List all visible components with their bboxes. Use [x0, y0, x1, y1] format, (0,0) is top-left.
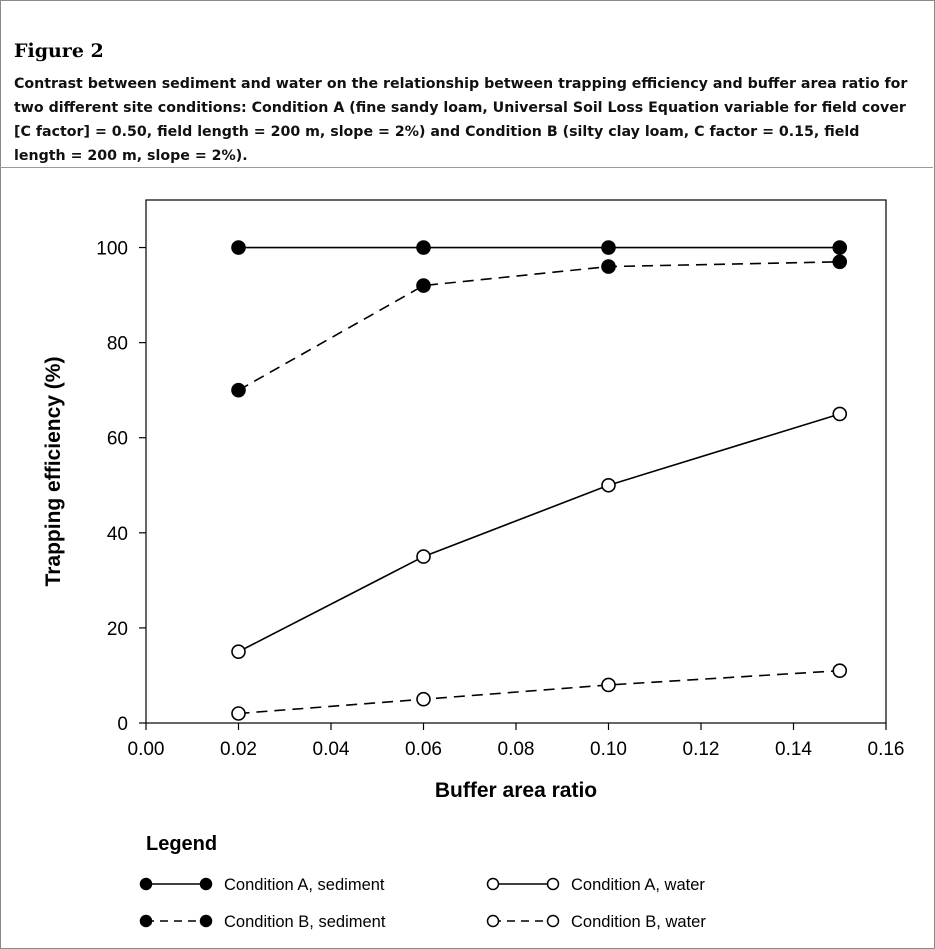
y-tick-label: 20: [107, 619, 128, 640]
data-point-condition-b-sediment: [416, 278, 431, 293]
figure-caption: Contrast between sediment and water on t…: [14, 76, 908, 164]
chart-legend: Condition A, sediment Condition B, sedime…: [139, 876, 706, 931]
legend-marker-condition-a-water: [486, 877, 500, 891]
x-tick-label: 0.02: [220, 739, 257, 760]
x-tick-label: 0.04: [313, 739, 350, 760]
legend-label-condition-b-sediment: Condition B, sediment: [224, 913, 386, 931]
y-axis-title: Trapping efficiency (%): [42, 357, 65, 587]
data-point-condition-a-sediment: [231, 240, 246, 255]
series-line-condition-b-water: [238, 669, 840, 715]
data-point-condition-b-water: [416, 691, 431, 707]
chart-data-points: [231, 240, 848, 721]
legend-marker-condition-a-water: [546, 877, 560, 891]
y-tick-label: 100: [96, 239, 128, 260]
x-tick-label: 0.14: [775, 739, 812, 760]
legend-marker-condition-a-sediment: [199, 877, 213, 891]
figure-title: Figure 2: [14, 40, 104, 62]
x-axis-title: Buffer area ratio: [435, 779, 597, 802]
x-tick-label: 0.08: [498, 739, 535, 760]
y-tick-label: 80: [107, 334, 128, 355]
legend-marker-condition-b-sediment: [139, 914, 153, 928]
chart-axes: 0.00 0.02 0.04 0.06 0.08 0.10 0.12 0.14 0.16 0 20 4…: [96, 199, 905, 760]
data-point-condition-b-sediment: [231, 382, 246, 398]
data-point-condition-a-sediment: [601, 240, 616, 255]
legend-title: Legend: [146, 833, 218, 855]
x-tick-label: 0.10: [590, 739, 627, 760]
plot-border: [145, 199, 887, 724]
series-line-condition-b-sediment: [238, 261, 840, 391]
data-point-condition-a-water: [231, 644, 246, 659]
legend-label-condition-a-sediment: Condition A, sediment: [224, 876, 385, 894]
legend-label-condition-a-water: Condition A, water: [571, 876, 705, 894]
data-point-condition-b-water: [231, 706, 246, 721]
legend-marker-condition-b-water: [546, 914, 560, 928]
data-point-condition-b-water: [832, 663, 848, 679]
data-point-condition-a-sediment: [832, 240, 848, 255]
data-point-condition-a-water: [601, 477, 616, 493]
caption-divider: [0, 167, 933, 168]
data-point-condition-a-water: [832, 406, 848, 422]
data-point-condition-b-sediment: [832, 254, 848, 270]
chart-series-lines: [238, 246, 840, 715]
y-tick-label: 40: [107, 524, 128, 545]
y-tick-label: 0: [117, 714, 128, 735]
legend-marker-condition-a-sediment: [139, 877, 153, 891]
x-tick-label: 0.12: [683, 739, 720, 760]
x-tick-label: 0.16: [868, 739, 905, 760]
legend-marker-condition-b-water: [486, 914, 500, 928]
series-line-condition-a-water: [238, 413, 840, 653]
data-point-condition-a-sediment: [416, 240, 431, 255]
x-tick-label: 0.06: [405, 739, 442, 760]
legend-marker-condition-b-sediment: [199, 914, 213, 928]
y-tick-label: 60: [107, 429, 128, 450]
data-point-condition-b-sediment: [601, 259, 616, 274]
legend-label-condition-b-water: Condition B, water: [571, 913, 706, 931]
data-point-condition-a-water: [416, 549, 431, 564]
x-tick-label: 0.00: [128, 739, 165, 760]
data-point-condition-b-water: [601, 677, 616, 693]
